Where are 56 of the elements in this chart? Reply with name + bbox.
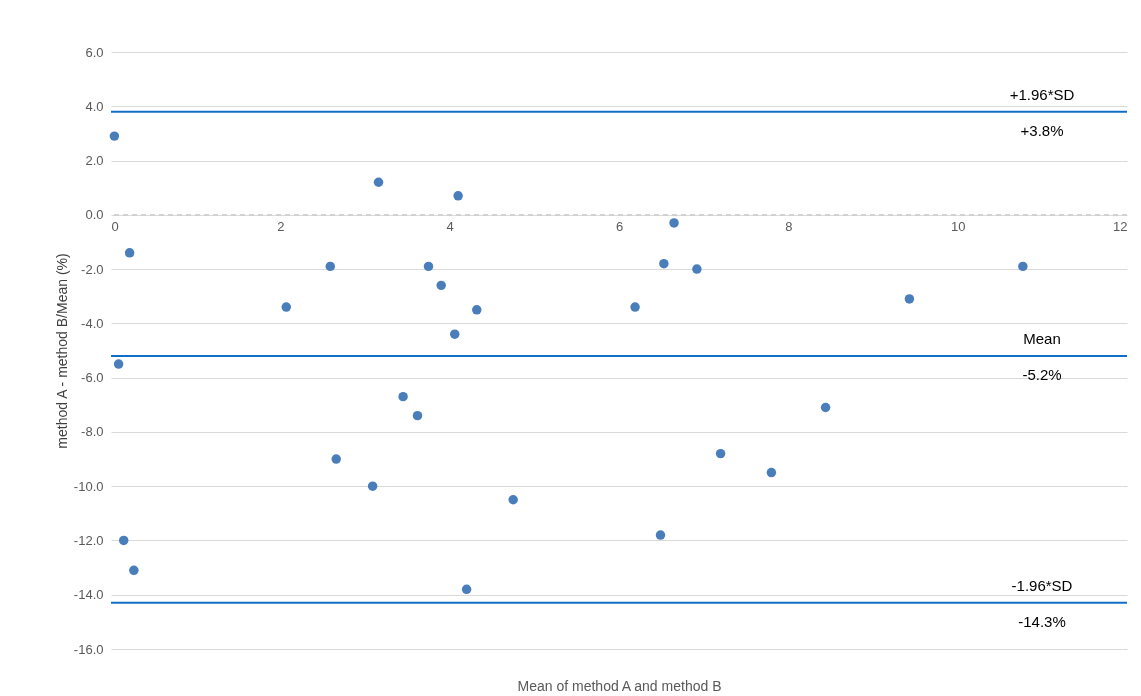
y-tick-label: -12.0 (73, 532, 104, 548)
point (461, 584, 472, 595)
point (453, 191, 463, 201)
y-tick-label: 2.0 (85, 153, 104, 169)
point (113, 359, 124, 369)
point (692, 264, 702, 274)
x-tick-label: 12 (1113, 219, 1128, 235)
point (109, 131, 120, 141)
x-tick-label: 4 (446, 219, 454, 235)
point (423, 261, 434, 272)
x-axis-title: Mean of method A and method B (517, 677, 722, 694)
point (129, 565, 139, 576)
point (904, 294, 915, 304)
point (118, 535, 129, 546)
point (820, 402, 831, 413)
point (630, 302, 640, 312)
y-tick-label: 4.0 (85, 98, 104, 114)
point (281, 302, 291, 312)
x-tick-label: 0 (111, 219, 119, 235)
point (325, 261, 336, 272)
y-tick-label: -8.0 (81, 424, 104, 440)
point (766, 467, 777, 478)
ref-line-label: -1.96*SD (1011, 576, 1073, 594)
y-tick-label: 6.0 (85, 44, 104, 60)
annotation: -14.3% (1018, 612, 1066, 630)
annotation: +3.8% (1020, 121, 1064, 139)
ref-line-label: Mean (1023, 329, 1061, 347)
point (659, 258, 669, 269)
y-tick-label: -16.0 (73, 641, 104, 657)
x-tick-label: 10 (950, 219, 966, 235)
point (715, 448, 726, 459)
point (508, 495, 518, 505)
y-tick-label: -4.0 (81, 315, 104, 331)
point (398, 391, 408, 402)
point (655, 530, 666, 540)
x-tick-label: 8 (785, 219, 793, 235)
y-axis-title: method A - method B/Mean (%) (53, 253, 70, 449)
y-tick-label: 0.0 (85, 207, 104, 223)
y-tick-label: -10.0 (73, 478, 104, 494)
point (450, 329, 460, 339)
point (331, 454, 341, 464)
ref-line-label: +1.96*SD (1009, 85, 1075, 103)
x-tick-label: 2 (277, 219, 285, 235)
point (1018, 261, 1028, 272)
y-tick-label: -14.0 (73, 587, 104, 603)
annotation: -5.2% (1022, 365, 1062, 383)
point (412, 410, 423, 421)
point (669, 218, 679, 228)
point (436, 280, 446, 291)
y-tick-label: -2.0 (81, 261, 104, 277)
point (367, 481, 378, 491)
point (373, 177, 384, 187)
point (472, 305, 482, 315)
point (124, 248, 135, 258)
x-tick-label: 6 (615, 219, 624, 235)
y-tick-label: -6.0 (81, 370, 104, 386)
